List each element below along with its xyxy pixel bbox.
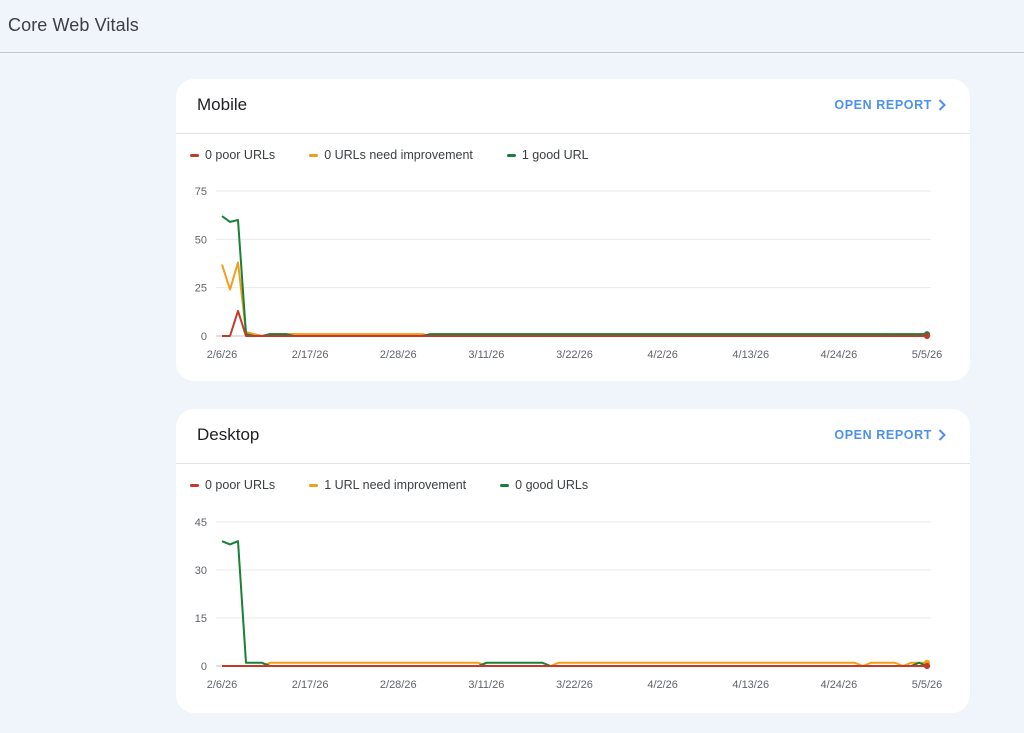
- x-tick-label: 2/17/26: [292, 679, 329, 691]
- x-tick-label: 4/24/26: [821, 349, 858, 361]
- open-report-label: OPEN REPORT: [834, 428, 932, 442]
- legend-swatch-poor: [190, 153, 199, 157]
- chevron-right-icon: [938, 429, 946, 441]
- desktop-open-report-button[interactable]: OPEN REPORT: [834, 428, 946, 442]
- x-tick-label: 2/6/26: [207, 679, 238, 691]
- series-end-point: [924, 333, 930, 339]
- y-tick-label: 25: [195, 283, 207, 295]
- legend-swatch-needs-improvement: [309, 483, 319, 487]
- x-tick-label: 2/28/26: [380, 349, 417, 361]
- x-tick-label: 3/11/26: [468, 349, 504, 361]
- x-tick-label: 5/5/26: [912, 679, 943, 691]
- legend-needs-improvement[interactable]: 0 URLs need improvement: [309, 148, 473, 162]
- chevron-right-icon: [938, 99, 946, 111]
- y-tick-label: 0: [201, 661, 207, 673]
- x-tick-label: 4/2/26: [647, 679, 678, 691]
- page-title: Core Web Vitals: [8, 15, 139, 35]
- x-tick-label: 4/24/26: [821, 679, 858, 691]
- mobile-card: Mobile OPEN REPORT 0 poor URLs 0 URLs ne…: [176, 79, 970, 381]
- legend-label-needs-improvement: 0 URLs need improvement: [324, 148, 473, 162]
- legend-swatch-good: [506, 153, 516, 157]
- legend-swatch-needs-improvement: [309, 153, 319, 157]
- series-line: [221, 540, 928, 667]
- desktop-chart: 0 15 30 45 2/6/26 2/17/26 2/28/26 3/11/26 3/22/2…: [195, 517, 943, 691]
- x-tick-label: 5/5/26: [912, 349, 943, 361]
- desktop-card-title: Desktop: [197, 425, 260, 444]
- series-end-point: [924, 663, 930, 669]
- x-tick-label: 4/13/26: [732, 349, 769, 361]
- y-tick-label: 15: [195, 613, 207, 625]
- series-line: [221, 215, 927, 337]
- x-tick-label: 3/22/26: [556, 349, 593, 361]
- legend-good[interactable]: 1 good URL: [506, 148, 589, 162]
- legend-good[interactable]: 0 good URLs: [500, 478, 588, 492]
- open-report-label: OPEN REPORT: [834, 98, 932, 112]
- x-tick-label: 2/28/26: [380, 679, 417, 691]
- legend-poor[interactable]: 0 poor URLs: [190, 478, 275, 492]
- x-tick-label: 3/11/26: [468, 679, 504, 691]
- desktop-card-header: Desktop OPEN REPORT: [176, 409, 970, 464]
- desktop-card: Desktop OPEN REPORT 0 poor URLs 1 URL ne…: [176, 409, 970, 713]
- x-tick-label: 2/6/26: [207, 349, 238, 361]
- y-tick-label: 0: [201, 331, 207, 343]
- legend-label-good: 0 good URLs: [515, 478, 589, 492]
- mobile-chart: 0 25 50 75 2/6/26 2/17/26 2/28/26 3/11/26 3/22/2…: [195, 186, 943, 361]
- x-tick-label: 4/2/26: [647, 349, 678, 361]
- mobile-card-title: Mobile: [197, 95, 248, 114]
- legend-label-poor: 0 poor URLs: [205, 478, 276, 492]
- mobile-open-report-button[interactable]: OPEN REPORT: [834, 98, 946, 112]
- x-tick-label: 2/17/26: [292, 349, 329, 361]
- legend-label-good: 1 good URL: [521, 148, 589, 162]
- y-tick-label: 50: [195, 234, 207, 246]
- legend-label-needs-improvement: 1 URL need improvement: [324, 478, 467, 492]
- x-tick-label: 4/13/26: [732, 679, 769, 691]
- y-tick-label: 45: [195, 517, 207, 529]
- legend-poor[interactable]: 0 poor URLs: [190, 148, 275, 162]
- series-line: [222, 309, 927, 337]
- legend-needs-improvement[interactable]: 1 URL need improvement: [309, 478, 466, 492]
- legend-swatch-good: [500, 483, 510, 487]
- y-tick-label: 75: [195, 186, 207, 198]
- mobile-card-header: Mobile OPEN REPORT: [176, 79, 970, 134]
- series-line: [221, 261, 927, 337]
- x-tick-label: 3/22/26: [556, 679, 593, 691]
- legend-label-poor: 0 poor URLs: [205, 148, 276, 162]
- page-header: Core Web Vitals: [0, 0, 1024, 53]
- y-tick-label: 30: [195, 565, 207, 577]
- mobile-legend: 0 poor URLs 0 URLs need improvement 1 go…: [190, 147, 623, 163]
- legend-swatch-poor: [190, 483, 199, 487]
- desktop-legend: 0 poor URLs 1 URL need improvement 0 goo…: [190, 477, 622, 493]
